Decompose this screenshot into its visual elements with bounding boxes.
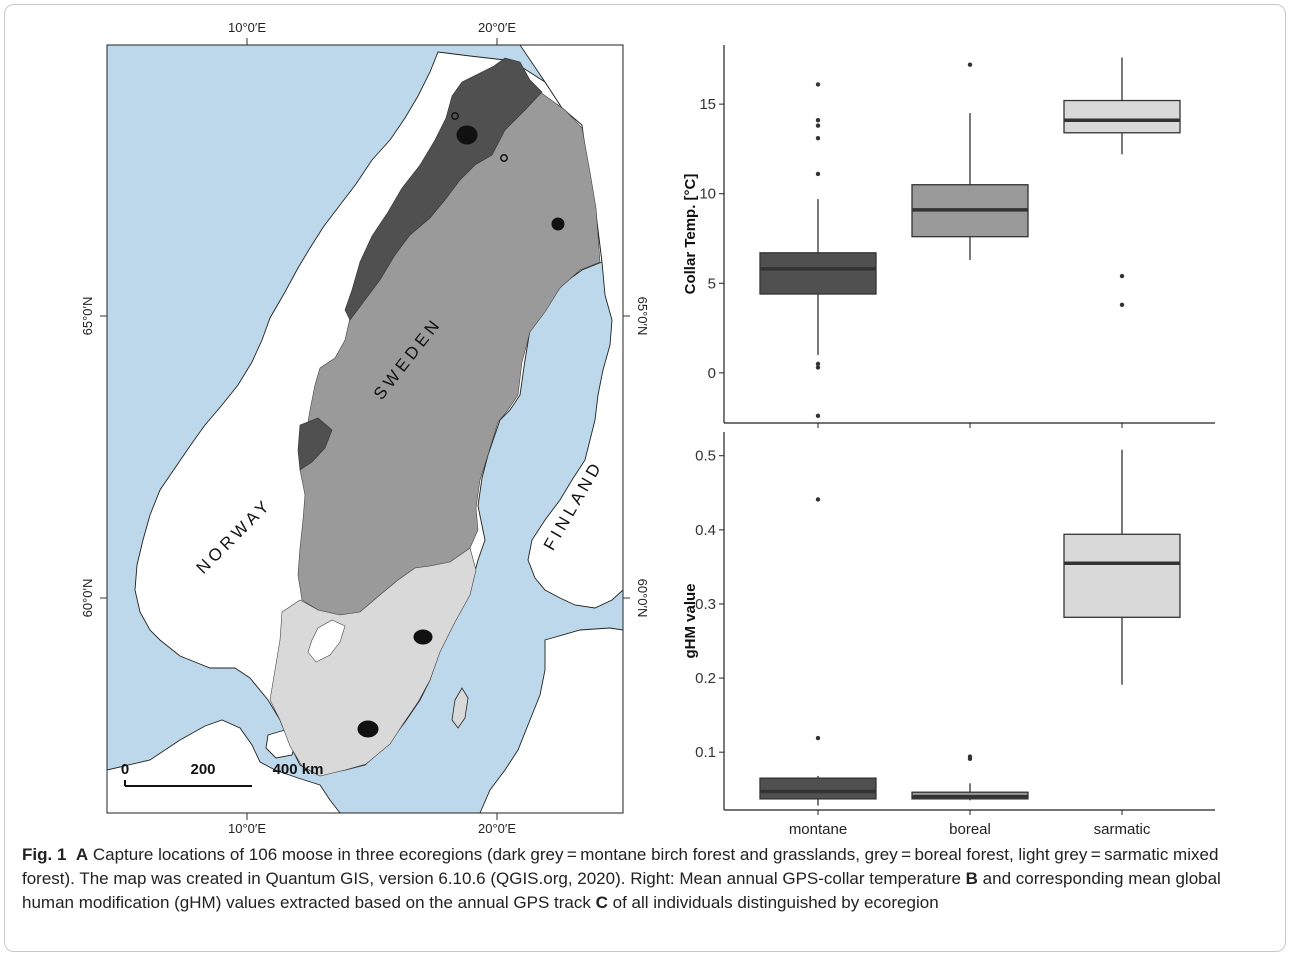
lon-label-bottom-10: 10°0′E [228, 821, 266, 836]
box-montane [759, 252, 877, 295]
lon-label-top-20: 20°0′E [478, 20, 516, 35]
x-tick-label-montane: montane [789, 821, 847, 838]
gotland-island [451, 687, 469, 729]
outlier-point [967, 756, 973, 762]
y-tick-label: 5 [708, 275, 716, 292]
y-axis-label: gHM value [682, 583, 699, 658]
capture-cluster-montane [456, 125, 478, 145]
box-sarmatic [1063, 533, 1181, 618]
y-tick-label: 0.1 [695, 744, 716, 761]
lon-label-top-10: 10°0′E [228, 20, 266, 35]
caption-panel-b: B [965, 869, 978, 888]
lake-vanern [307, 619, 346, 663]
y-tick-label: 15 [699, 96, 716, 113]
map-border [106, 44, 624, 814]
baltic-land [479, 627, 624, 814]
scale-label-200: 200 [190, 761, 215, 778]
capture-point-montane-a [451, 112, 459, 120]
caption-text-3: of all individuals distinguished by ecor… [612, 893, 939, 912]
y-tick-label: 0.2 [695, 670, 716, 687]
box-montane [759, 777, 877, 800]
outlier-point [815, 171, 821, 177]
montane-region [344, 57, 543, 321]
lat-label-right-65: 65°0′N [635, 297, 650, 336]
caption-panel-a: A [75, 845, 89, 864]
caption-fig-label: Fig. 1 [22, 845, 67, 864]
capture-point-montane-b [500, 154, 508, 162]
category-axis-labels: montane boreal sarmatic [789, 821, 1151, 838]
outlier-point [815, 135, 821, 141]
outlier-point [815, 735, 821, 741]
chart-collar-temp: 0 5 10 15 Collar Temp. [°C] [682, 45, 1215, 428]
outlier-point [1119, 302, 1125, 307]
outlier-point [815, 123, 821, 128]
figure-caption: Fig. 1 A Capture locations of 106 moose … [22, 843, 1270, 915]
y-tick-label: 0 [708, 365, 716, 382]
outlier-point [815, 365, 821, 370]
y-tick-label: 0.5 [695, 448, 716, 465]
capture-cluster-sarmatic-north [413, 629, 433, 645]
lat-label-left-60: 60°0′N [80, 579, 95, 618]
caption-text-2: and corresponding mean global human modi… [22, 869, 1221, 912]
y-axis-label: Collar Temp. [°C] [682, 174, 699, 295]
lat-label-right-60: 60°0′N [635, 579, 650, 618]
outlier-point [815, 497, 821, 502]
caption-panel-c: C [595, 893, 608, 912]
montane-patch [297, 417, 333, 471]
y-tick-label: 10 [699, 186, 716, 203]
outlier-point [1119, 273, 1125, 279]
box-sarmatic [1063, 99, 1181, 134]
chart-ghm: 0.1 0.2 0.3 0.4 0.5 gHM value [682, 432, 1215, 815]
lat-label-left-65: 65°0′N [80, 297, 95, 336]
scale-label-0: 0 [121, 761, 129, 778]
outlier-point [815, 413, 821, 419]
x-tick-label-boreal: boreal [949, 821, 991, 838]
caption-text-1: Capture locations of 106 moose in three … [22, 845, 1219, 888]
outlier-point [967, 62, 973, 67]
lon-label-bottom-20: 20°0′E [478, 821, 516, 836]
map-panel: 10°0′E 20°0′E SWEDEN NORWAY FINLAND 0 20… [80, 20, 650, 836]
y-tick-label: 0.4 [695, 522, 716, 539]
outlier-point [815, 361, 821, 367]
boxplot-panels: 0 5 10 15 Collar Temp. [°C] 0.1 0.2 0.3 0.4 0.5 g… [682, 45, 1215, 838]
outlier-point [815, 118, 821, 123]
y-tick-label: 0.3 [695, 596, 716, 613]
scale-label-400: 400 km [273, 761, 324, 778]
denmark-land [106, 719, 341, 814]
outlier-point [815, 82, 821, 87]
figure-frame [4, 4, 1286, 952]
scale-bar: 0 200 400 km [121, 761, 324, 787]
capture-cluster-sarmatic-south [357, 720, 379, 738]
sarmatic-region [269, 547, 477, 777]
x-tick-label-sarmatic: sarmatic [1094, 821, 1151, 838]
capture-cluster-boreal [551, 217, 565, 231]
capture-points [357, 112, 565, 738]
